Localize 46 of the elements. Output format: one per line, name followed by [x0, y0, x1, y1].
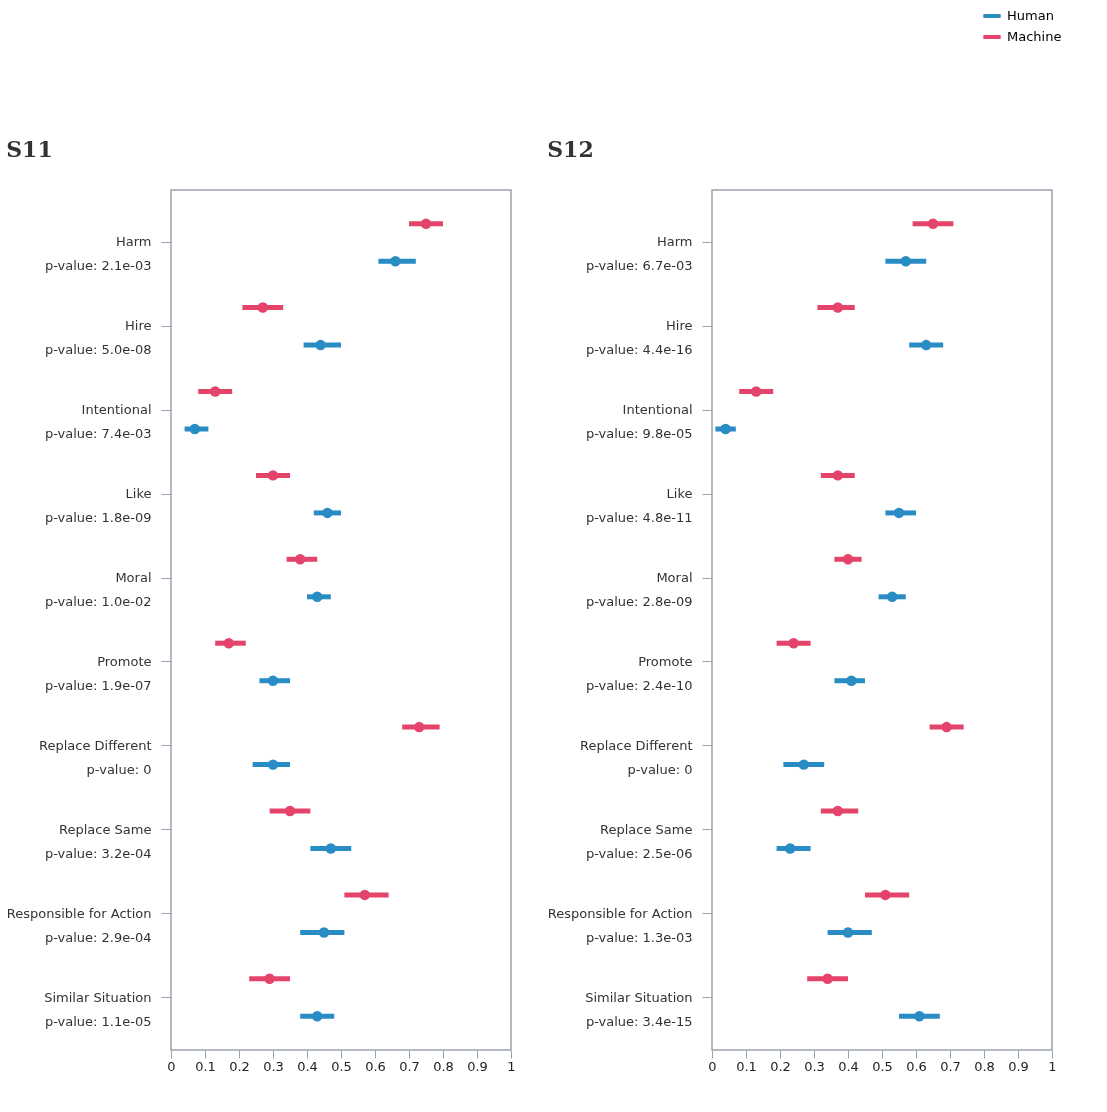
y-tick-label: Hire p-value: 5.0e-08 [44, 318, 152, 358]
x-tick-label: 0.7 [940, 1058, 961, 1074]
x-tick-label: 0.7 [399, 1058, 420, 1074]
x-tick-label: 0.3 [804, 1058, 825, 1074]
legend-label: Machine [1007, 29, 1062, 44]
y-tick-label: Moral p-value: 1.0e-02 [44, 570, 152, 610]
y-tick-label: Promote p-value: 2.4e-10 [585, 653, 693, 693]
y-tick-label: Harm p-value: 2.1e-03 [44, 234, 152, 274]
y-tick-label: Similar Situation p-value: 3.4e-15 [585, 989, 693, 1029]
x-tick-label: 0 [167, 1058, 176, 1074]
x-tick-label: 0.1 [195, 1058, 216, 1074]
x-tick-label: 0.4 [297, 1058, 318, 1074]
x-tick-label: 0.2 [229, 1058, 250, 1074]
y-tick-label: Responsible for Action p-value: 2.9e-04 [6, 905, 152, 945]
x-tick-label: 0.5 [331, 1058, 352, 1074]
x-tick-label: 1 [507, 1058, 516, 1074]
x-tick-label: 0.4 [838, 1058, 859, 1074]
y-tick-label: Replace Same p-value: 3.2e-04 [44, 821, 152, 861]
y-tick-label: Like p-value: 1.8e-09 [44, 486, 152, 526]
y-tick-label: Replace Different p-value: 0 [579, 737, 693, 777]
x-tick-label: 0.8 [974, 1058, 995, 1074]
y-tick-label: Intentional p-value: 7.4e-03 [44, 402, 152, 442]
y-tick-label: Similar Situation p-value: 1.1e-05 [44, 989, 152, 1029]
y-tick-label: Moral p-value: 2.8e-09 [585, 570, 693, 610]
chart-title: S11 [6, 136, 53, 162]
x-tick-label: 0.8 [433, 1058, 454, 1074]
y-tick-label: Replace Different p-value: 0 [38, 737, 152, 777]
chart-title: S12 [547, 136, 594, 162]
y-tick-label: Replace Same p-value: 2.5e-06 [585, 821, 693, 861]
x-tick-label: 0.6 [365, 1058, 386, 1074]
x-tick-label: 0.3 [263, 1058, 284, 1074]
legend-label: Human [1007, 8, 1054, 23]
x-tick-label: 0.6 [906, 1058, 927, 1074]
x-tick-label: 0.1 [736, 1058, 757, 1074]
x-tick-label: 0 [708, 1058, 717, 1074]
x-tick-label: 0.5 [872, 1058, 893, 1074]
x-tick-label: 0.2 [770, 1058, 791, 1074]
x-tick-label: 1 [1048, 1058, 1057, 1074]
y-tick-label: Like p-value: 4.8e-11 [585, 486, 693, 526]
y-tick-label: Promote p-value: 1.9e-07 [44, 653, 152, 693]
x-tick-label: 0.9 [1008, 1058, 1029, 1074]
x-tick-label: 0.9 [467, 1058, 488, 1074]
y-tick-label: Responsible for Action p-value: 1.3e-03 [547, 905, 693, 945]
y-tick-label: Intentional p-value: 9.8e-05 [585, 402, 693, 442]
y-tick-label: Hire p-value: 4.4e-16 [585, 318, 693, 358]
y-tick-label: Harm p-value: 6.7e-03 [585, 234, 693, 274]
